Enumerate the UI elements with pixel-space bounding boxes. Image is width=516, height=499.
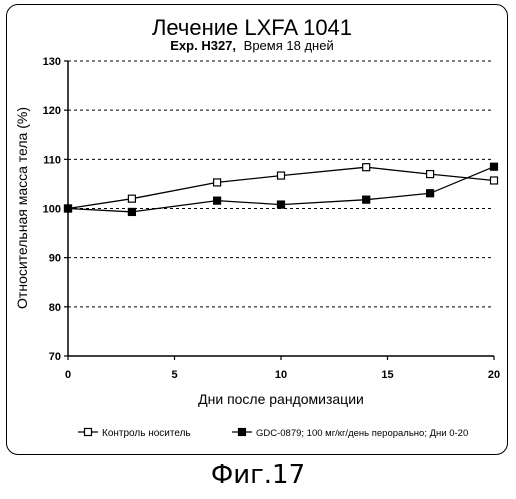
subtitle-duration: Время 18 дней [244, 38, 334, 53]
x-tick-label-3: 15 [381, 369, 393, 381]
x-axis-label: Дни после рандомизации [198, 391, 364, 407]
series-0-point-5 [427, 171, 434, 178]
line-chart: Лечение LXFA 1041 Exp. H327, Время 18 дн… [0, 0, 516, 460]
series-1-point-4 [363, 196, 370, 203]
y-tick-label-5: 120 [43, 105, 61, 117]
subtitle-exp: Exp. H327, [170, 38, 236, 53]
series-1-point-5 [427, 190, 434, 197]
y-tick-label-6: 130 [43, 56, 61, 68]
x-tick-label-4: 20 [488, 369, 500, 381]
series-0-point-2 [214, 179, 221, 186]
series-0-point-3 [278, 172, 285, 179]
series-1-point-3 [278, 201, 285, 208]
legend: Контроль носитель GDC-0879; 100 мг/кг/ден… [78, 428, 468, 439]
figure-caption: Фиг.17 [0, 460, 516, 490]
y-tick-label-1: 80 [49, 302, 61, 314]
x-tick-label-0: 0 [65, 369, 71, 381]
y-tick-label-2: 90 [49, 253, 61, 265]
legend-label-1: GDC-0879; 100 мг/кг/день перорально; Дни… [256, 428, 468, 439]
y-axis-label: Относительная масса тела (%) [14, 107, 30, 309]
x-tick-label-2: 10 [275, 369, 287, 381]
y-tick-label-3: 100 [43, 204, 61, 216]
series-1-point-0 [65, 205, 72, 212]
series-0-point-6 [491, 177, 498, 184]
y-tick-label-0: 70 [49, 351, 61, 363]
grid [68, 61, 494, 307]
tick-labels: 70 80 90 100 110 120 130 0 5 10 15 20 [43, 56, 500, 381]
legend-marker-0 [85, 429, 92, 436]
legend-label-0: Контроль носитель [102, 428, 191, 439]
chart-title: Лечение LXFA 1041 [152, 15, 352, 40]
series [65, 163, 498, 215]
series-1-point-6 [491, 163, 498, 170]
series-1-point-1 [128, 208, 135, 215]
legend-marker-1 [239, 429, 246, 436]
chart-subtitle: Exp. H327, Время 18 дней [170, 38, 333, 53]
x-tick-label-1: 5 [171, 369, 177, 381]
y-tick-label-4: 110 [43, 154, 61, 166]
series-1-point-2 [214, 197, 221, 204]
series-0-point-4 [363, 164, 370, 171]
series-0-point-1 [128, 195, 135, 202]
